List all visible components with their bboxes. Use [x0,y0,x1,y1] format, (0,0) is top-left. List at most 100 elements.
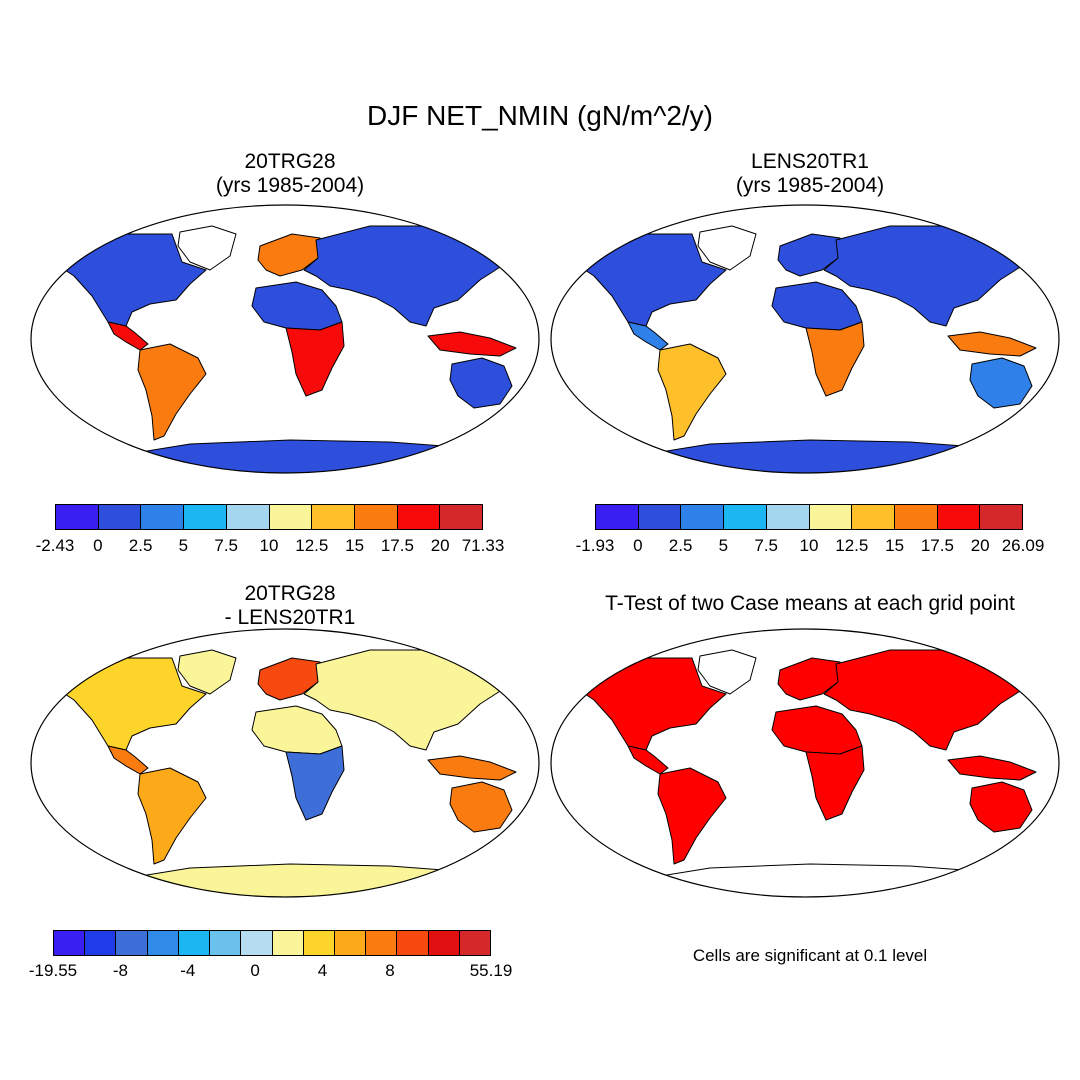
colorbar-box [681,505,725,529]
colorbar-box [397,505,441,529]
region-central-america [107,745,149,775]
colorbar-box [334,931,367,955]
colorbar-tick-label: 0 [93,536,103,555]
colorbar-box [638,505,682,529]
map-border [30,628,540,898]
region-indonesia [427,331,517,357]
colorbar-box [312,505,355,529]
colorbar-tick-label: 15 [345,536,365,555]
panel-title-difference: 20TRG28 - LENS20TR1 [40,582,540,630]
significance-note: Cells are significant at 0.1 level [692,946,928,965]
colorbar-box [56,505,99,529]
region-europe [777,657,841,701]
colorbar-tick-label: 71.33 [461,536,505,555]
region-australia [449,781,513,833]
colorbar-box [894,505,938,529]
region-south-america [657,343,727,441]
region-south-america [137,767,207,865]
colorbar-labels-case2: -1.93 0 2.5 5 7.5 10 12.5 15 17.5 20 26.09 [576,536,1045,558]
region-africa-south [805,321,865,397]
colorbar-box [724,505,767,529]
colorbar-box [354,505,398,529]
region-indonesia [947,755,1037,781]
colorbar-box [141,505,185,529]
colorbar-tick-label: 5 [718,536,729,555]
region-europe [257,657,321,701]
region-greenland [697,649,757,695]
colorbar-box [809,505,853,529]
colorbar-tick-label: -2.43 [35,536,75,555]
colorbar-box [937,505,981,529]
colorbar-tick-label: 0 [633,536,643,555]
colorbar-tick-label: 2.5 [668,536,693,555]
colorbar-box [596,505,639,529]
colorbar-box [54,931,86,955]
colorbar-tick-label: 4 [317,961,328,980]
region-greenland [177,225,237,271]
colorbar-difference [53,930,491,956]
colorbar-box [147,931,179,955]
region-indonesia [427,755,517,781]
colorbar-box [980,505,1023,529]
colorbar-tick-label: -8 [112,961,128,980]
colorbar-box [241,931,273,955]
colorbar-labels-difference: -19.55 -8 -4 0 4 8 55.19 [29,961,512,983]
panel-title-line2: (yrs 1985-2004) [215,174,365,197]
panel-title-line2: - LENS20TR1 [224,606,356,629]
region-north-america [55,233,207,327]
colorbar-tick-label: 8 [385,961,395,980]
colorbar-tick-label: 2.5 [128,536,153,555]
colorbar-tick-label: 26.09 [1001,536,1045,555]
colorbar-tick-label: 7.5 [214,536,239,555]
colorbar-tick-label: 20 [430,536,450,555]
region-north-america [55,657,207,751]
colorbar-tick-label: 0 [250,961,260,980]
colorbar-box [269,505,313,529]
region-europe [257,233,321,277]
panel-title-case2: LENS20TR1 (yrs 1985-2004) [560,150,1060,198]
panel-title-case1: 20TRG28 (yrs 1985-2004) [40,150,540,198]
map-border [550,628,1060,898]
region-australia [969,781,1033,833]
panel-title-line1: T-Test of two Case means at each grid po… [605,592,1015,615]
colorbar-tick-label: 10 [799,536,819,555]
region-north-america [575,657,727,751]
colorbar-tick-label: 55.19 [469,961,513,980]
region-europe [777,233,841,277]
region-central-america [627,321,669,351]
colorbar-box [184,505,227,529]
colorbar-box [116,931,148,955]
colorbar-box [440,505,483,529]
map-case2 [550,204,1060,474]
colorbar-box [366,931,398,955]
colorbar-tick-label: 5 [178,536,189,555]
colorbar-tick-label: -1.93 [575,536,615,555]
colorbar-tick-label: 17.5 [380,536,414,555]
colorbar-box [766,505,810,529]
colorbar-tick-label: 15 [885,536,905,555]
region-indonesia [947,331,1037,357]
region-south-america [657,767,727,865]
colorbar-box [85,931,117,955]
colorbar-box [459,931,491,955]
colorbar-labels-case1: -2.43 0 2.5 5 7.5 10 12.5 15 17.5 20 71.33 [36,536,505,558]
colorbar-box [397,931,429,955]
colorbar-box [303,931,335,955]
colorbar-tick-label: 12.5 [835,536,869,555]
colorbar-case1 [55,504,483,530]
region-australia [969,357,1033,409]
panel-title-line1: LENS20TR1 [751,150,869,173]
map-border [30,204,540,474]
panel-title-line1: 20TRG28 [244,582,336,605]
colorbar-box [98,505,142,529]
region-central-america [107,321,149,351]
colorbar-tick-label: 20 [970,536,990,555]
colorbar-box [210,931,242,955]
map-border [550,204,1060,474]
colorbar-box [428,931,460,955]
map-case1 [30,204,540,474]
region-africa-south [285,745,345,821]
panel-title-line2: (yrs 1985-2004) [735,174,885,197]
colorbar-tick-label: 7.5 [754,536,779,555]
region-south-america [137,343,207,441]
